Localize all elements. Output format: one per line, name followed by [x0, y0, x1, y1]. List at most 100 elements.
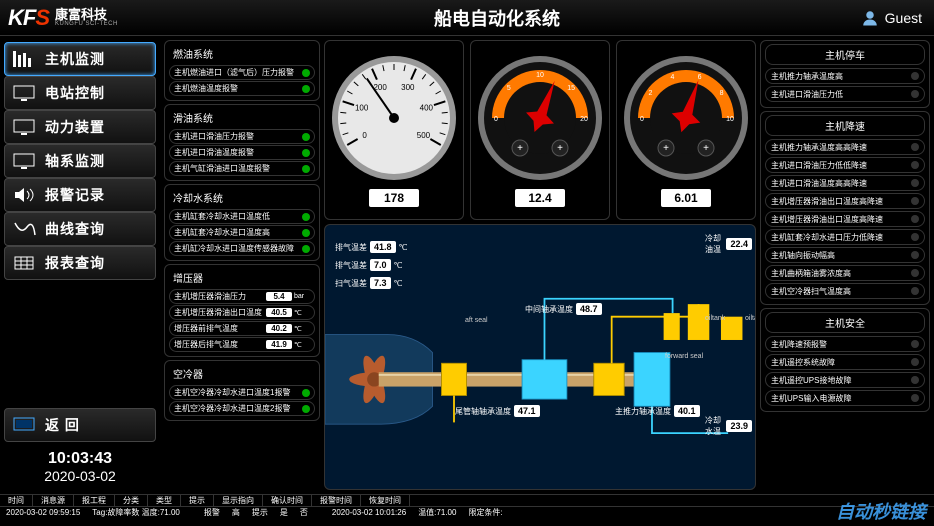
log-cell: Tag:故障率数 温度:71.00	[86, 507, 186, 518]
watermark: 自动秒链接	[836, 498, 926, 524]
log-header: 显示指向	[214, 495, 263, 506]
status-dot	[911, 143, 919, 151]
svg-text:8: 8	[720, 90, 724, 97]
status-row: 主机推力轴承温度高	[765, 68, 925, 84]
status-row: 主机增压器滑油出口温度高降速	[765, 211, 925, 227]
user-box[interactable]: Guest	[834, 9, 934, 27]
svg-text:10: 10	[726, 116, 734, 123]
status-column: 主机停车主机推力轴承温度高主机进口滑油压力低主机降速主机推力轴承温度高高降速主机…	[760, 40, 930, 490]
nav-item-1[interactable]: 电站控制	[4, 76, 156, 110]
param-row: 主机增压器滑油出口温度40.5℃	[169, 305, 315, 320]
log-header: 时间	[0, 495, 33, 506]
status-dot	[911, 215, 919, 223]
status-row: 主机空冷器扫气温度高	[765, 283, 925, 299]
status-dot	[911, 197, 919, 205]
status-label: 主机增压器滑油出口温度高降速	[771, 196, 883, 207]
parameters-column: 燃油系统主机燃油进口（滤气后）压力报警主机燃油温度报警滑油系统主机进口滑油压力报…	[164, 40, 320, 490]
log-header: 报警时间	[312, 495, 361, 506]
reading-label: 主推力轴承温度	[615, 406, 671, 417]
group-title: 燃油系统	[169, 44, 315, 63]
svg-text:6: 6	[698, 74, 702, 81]
svg-text:100: 100	[355, 103, 369, 112]
log-header: 消息源	[33, 495, 74, 506]
status-title: 主机安全	[765, 312, 925, 333]
diagram-label: forward seal	[665, 353, 703, 360]
log-header: 确认时间	[263, 495, 312, 506]
svg-text:+: +	[663, 143, 669, 154]
gauge-2: 0246810++6.01	[616, 40, 756, 220]
param-label: 主机缸套冷却水进口温度高	[174, 227, 300, 238]
status-label: 主机推力轴承温度高	[771, 71, 843, 82]
status-group: 主机降速主机推力轴承温度高高降速主机进口滑油压力低低降速主机进口滑油温度高高降速…	[760, 111, 930, 305]
reading-label: 扫气温差	[335, 278, 367, 289]
bars-icon	[13, 50, 37, 68]
status-label: 主机缸套冷却水进口压力低降速	[771, 232, 883, 243]
status-group: 主机停车主机推力轴承温度高主机进口滑油压力低	[760, 40, 930, 108]
speaker-icon	[13, 186, 37, 204]
status-dot	[911, 161, 919, 169]
param-unit: ℃	[294, 309, 310, 317]
gauge-1: 05101520++12.4	[470, 40, 610, 220]
nav-item-6[interactable]: 报表查询	[4, 246, 156, 280]
param-row: 主机空冷器冷却水进口温度2报警	[169, 401, 315, 416]
svg-text:10: 10	[536, 72, 544, 79]
diagram-label: aft seal	[465, 317, 488, 324]
main-column: 010020030040050017805101520++12.40246810…	[324, 40, 756, 490]
reading-label: 排气温差	[335, 260, 367, 271]
clock: 10:03:43 2020-03-02	[4, 446, 156, 488]
param-value: 40.5	[266, 308, 292, 317]
param-group: 滑油系统主机进口滑油压力报警主机进口滑油温度报警主机气缸滑油进口温度报警	[164, 104, 320, 181]
param-label: 主机缸冷却水进口温度传感器故障	[174, 243, 300, 254]
status-dot	[302, 389, 310, 397]
status-row: 主机降速预报警	[765, 336, 925, 352]
status-dot	[911, 269, 919, 277]
reading-unit: ℃	[394, 279, 403, 288]
status-title: 主机停车	[765, 44, 925, 65]
param-unit: ℃	[294, 325, 310, 333]
gauge-value: 12.4	[515, 189, 565, 207]
nav-item-4[interactable]: 报警记录	[4, 178, 156, 212]
gauge-value: 178	[369, 189, 419, 207]
param-row: 主机燃油进口（滤气后）压力报警	[169, 65, 315, 80]
param-label: 增压器前排气温度	[174, 323, 266, 334]
nav-label: 报警记录	[45, 185, 105, 205]
log-cell: 温值:71.00	[412, 507, 462, 518]
reading-label: 中间轴承温度	[525, 304, 573, 315]
status-label: 主机UPS输入电源故障	[771, 393, 851, 404]
param-label: 增压器后排气温度	[174, 339, 266, 350]
group-title: 空冷器	[169, 364, 315, 383]
log-cell: 否	[294, 507, 314, 518]
shaft-diagram: 排气温差41.8℃排气温差7.0℃扫气温差7.3℃冷却油温22.4中间轴承温度4…	[324, 224, 756, 490]
reading-label: 冷却水温	[705, 415, 723, 437]
status-dot	[911, 358, 919, 366]
nav-item-5[interactable]: 曲线查询	[4, 212, 156, 246]
param-label: 主机空冷器冷却水进口温度1报警	[174, 387, 300, 398]
monitor-icon	[13, 152, 37, 170]
param-label: 主机增压器滑油压力	[174, 291, 266, 302]
param-label: 主机进口滑油温度报警	[174, 147, 300, 158]
param-label: 主机燃油进口（滤气后）压力报警	[174, 67, 300, 78]
status-label: 主机遥控UPS接地故障	[771, 375, 851, 386]
status-label: 主机降速预报警	[771, 339, 827, 350]
group-title: 增压器	[169, 268, 315, 287]
reading-label: 尾管轴轴承温度	[455, 406, 511, 417]
back-button[interactable]: 返 回	[4, 408, 156, 442]
nav-label: 轴系监测	[45, 151, 105, 171]
svg-text:0: 0	[362, 131, 367, 140]
status-row: 主机缸套冷却水进口压力低降速	[765, 229, 925, 245]
logo-en: KUNGFU SCI-TECH	[55, 21, 118, 27]
param-row: 主机进口滑油温度报警	[169, 145, 315, 160]
nav-item-2[interactable]: 动力装置	[4, 110, 156, 144]
status-row: 主机遥控系统故障	[765, 354, 925, 370]
log-footer: 时间消息源报工程分类类型提示显示指向确认时间报警时间恢复时间 2020-03-0…	[0, 494, 934, 526]
user-icon	[861, 9, 879, 27]
param-label: 主机燃油温度报警	[174, 83, 300, 94]
param-group: 空冷器主机空冷器冷却水进口温度1报警主机空冷器冷却水进口温度2报警	[164, 360, 320, 421]
status-dot	[911, 233, 919, 241]
nav-item-3[interactable]: 轴系监测	[4, 144, 156, 178]
nav-item-0[interactable]: 主机监测	[4, 42, 156, 76]
status-row: 主机进口滑油压力低	[765, 86, 925, 102]
status-row: 主机轴向振动幅高	[765, 247, 925, 263]
diagram-reading: 冷却水温23.9	[705, 415, 755, 437]
user-name: Guest	[885, 10, 922, 26]
